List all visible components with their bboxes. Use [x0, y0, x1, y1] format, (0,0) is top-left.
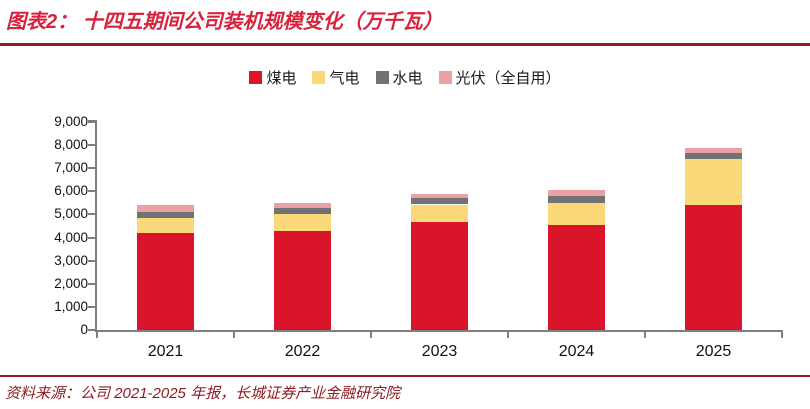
y-axis-tick-label: 2,000 [54, 275, 88, 291]
footer-divider [0, 375, 810, 377]
legend-swatch-gas-power [312, 70, 326, 84]
legend-item-hydro-power: 水电 [375, 67, 423, 88]
title-divider [0, 43, 810, 46]
bar-segment-gas-power [685, 158, 742, 206]
y-axis-tick [88, 282, 96, 285]
legend-swatch-coal-power [249, 70, 263, 84]
x-axis-tick [370, 330, 372, 338]
legend-label: 气电 [329, 69, 360, 87]
x-axis-tick [507, 330, 509, 338]
x-axis-label: 2021 [147, 343, 184, 360]
bar-segment-hydro-power [411, 198, 468, 205]
bar-segment-coal-power [548, 224, 605, 330]
y-axis-tick-label: 8,000 [54, 137, 88, 153]
x-axis-tick [644, 330, 646, 338]
x-axis-label: 2025 [695, 343, 732, 360]
x-axis-tick [96, 330, 98, 338]
y-axis-tick [88, 236, 96, 239]
y-axis-tick-label: 3,000 [54, 252, 88, 268]
bar-segment-gas-power [137, 217, 194, 234]
y-axis-tick [88, 121, 96, 123]
y-axis-tick [88, 259, 96, 262]
bar-segment-solar-pv [411, 193, 468, 199]
y-axis-tick [88, 305, 96, 308]
bar-segment-coal-power [274, 231, 331, 330]
legend-swatch-solar-pv [438, 70, 452, 84]
y-axis-tick-label: 0 [80, 322, 88, 337]
y-axis-tick-label: 6,000 [54, 183, 88, 199]
bar-segment-gas-power [548, 202, 605, 225]
bar-segment-solar-pv [685, 148, 742, 154]
y-axis-top-tick [88, 120, 96, 122]
bar-segment-hydro-power [685, 153, 742, 159]
y-axis-line [95, 120, 97, 332]
y-axis-tick-label: 5,000 [54, 206, 88, 222]
y-axis-tick [88, 167, 96, 170]
y-axis-tick [88, 144, 96, 147]
x-axis-label: 2023 [421, 343, 458, 360]
bar-segment-coal-power [137, 233, 194, 330]
legend-swatch-hydro-power [375, 70, 389, 84]
bar-segment-solar-pv [548, 190, 605, 196]
figure-title: 图表2： 十四五期间公司装机规模变化（万千瓦） [6, 11, 443, 33]
legend-label: 煤电 [266, 69, 297, 87]
y-axis-tick [88, 213, 96, 216]
bar-segment-hydro-power [137, 212, 194, 218]
bar-segment-coal-power [685, 205, 742, 330]
x-axis-line [95, 330, 782, 332]
y-axis-tick-label: 7,000 [54, 160, 88, 176]
bar-segment-hydro-power [274, 207, 331, 214]
bar-segment-coal-power [411, 222, 468, 330]
bar-segment-solar-pv [137, 205, 194, 213]
x-axis-label: 2024 [558, 343, 595, 360]
legend-item-gas-power: 气电 [312, 67, 360, 88]
bar-segment-hydro-power [548, 195, 605, 203]
source-note: 资料来源：公司 2021-2025 年报，长城证券产业金融研究院 [5, 385, 401, 402]
y-axis-tick [88, 329, 96, 331]
x-axis-label: 2022 [284, 343, 321, 360]
x-axis-tick [233, 330, 235, 338]
bar-segment-gas-power [411, 204, 468, 223]
bar-segment-gas-power [274, 213, 331, 232]
y-axis-tick-label: 1,000 [54, 298, 88, 314]
chart-legend: 煤电 气电 水电 光伏（全自用） [0, 66, 810, 88]
y-axis-tick [88, 190, 96, 193]
y-axis-tick-label: 4,000 [54, 229, 88, 245]
legend-item-solar-pv: 光伏（全自用） [438, 67, 561, 88]
y-axis-tick-label: 9,000 [54, 114, 88, 129]
legend-label: 水电 [392, 69, 423, 87]
x-axis-tick [781, 330, 783, 338]
bar-segment-solar-pv [274, 202, 331, 208]
legend-label: 光伏（全自用） [455, 69, 561, 87]
legend-item-coal-power: 煤电 [249, 67, 296, 88]
